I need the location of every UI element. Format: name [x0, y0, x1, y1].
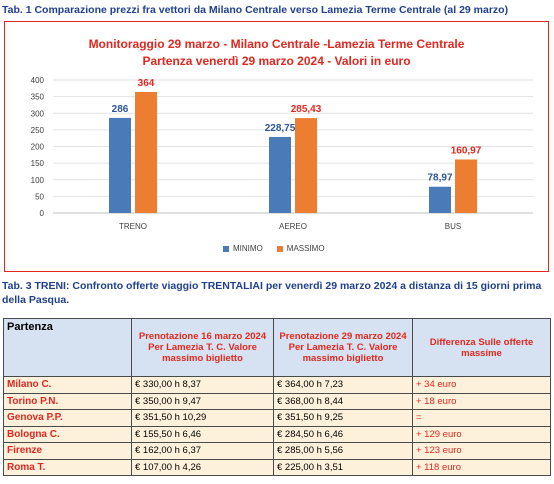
price-29-marzo-cell: € 364,00 h 7,23	[273, 376, 413, 394]
header-partenza: Partenza	[3, 318, 132, 377]
difference-cell: + 18 euro	[412, 392, 551, 410]
y-tick-label: 250	[31, 126, 45, 135]
difference-cell: + 129 euro	[412, 425, 551, 443]
chart-title-line-2: Partenza venerdì 29 marzo 2024 - Valori …	[142, 54, 411, 68]
chart-title-line-1: Monitoraggio 29 marzo - Milano Centrale …	[88, 37, 465, 51]
price-29-marzo-cell: € 368,00 h 8,44	[273, 392, 413, 410]
price-16-marzo-cell: € 155,50 h 6,46	[131, 425, 274, 443]
y-tick-label: 200	[31, 143, 45, 152]
header-prenotazione-16-marzo: Prenotazione 16 marzo 2024 Per Lamezia T…	[131, 318, 274, 377]
data-label: 78,97	[427, 173, 452, 184]
table-row: Bologna C. € 155,50 h 6,46 € 284,50 h 6,46…	[3, 425, 551, 443]
y-tick-label: 350	[31, 93, 45, 102]
bar-massimo	[135, 91, 157, 213]
price-16-marzo-cell: € 162,00 h 6,37	[131, 442, 274, 460]
price-16-marzo-cell: € 351,50 h 10,29	[131, 409, 274, 427]
x-tick-label: AEREO	[279, 222, 307, 231]
data-label: 160,97	[451, 145, 482, 156]
table-row: Firenze € 162,00 h 6,37 € 285,00 h 5,56 + 1…	[3, 442, 551, 460]
table-row: Roma T. € 107,00 h 4,26 € 225,00 h 3,51 + 1…	[3, 458, 551, 476]
data-label: 364	[138, 78, 155, 89]
legend-swatch-minimo	[223, 245, 229, 252]
bar-minimo	[109, 117, 131, 213]
price-29-marzo-cell: € 285,00 h 5,56	[273, 442, 413, 460]
difference-cell: + 118 euro	[412, 458, 551, 476]
train-offers-table: Partenza Prenotazione 16 marzo 2024 Per …	[3, 318, 551, 476]
data-label: 228,75	[265, 123, 296, 134]
table-3-heading: Tab. 3 TRENI: Confronto offerte viaggio …	[2, 280, 542, 306]
legend-label-massimo: MASSIMO	[286, 244, 325, 253]
difference-cell: + 34 euro	[412, 376, 551, 394]
chart-plot: 0 50 100 150 200 250 300 350 400 286 364 TRENO 228,7…	[31, 76, 533, 231]
city-cell: Firenze	[3, 442, 132, 460]
city-cell: Torino P.N.	[3, 392, 132, 410]
bar-minimo	[269, 136, 291, 213]
bar-massimo	[455, 159, 477, 213]
table-row: Milano C. € 330,00 h 8,37 € 364,00 h 7,23 +…	[3, 376, 551, 394]
city-cell: Milano C.	[3, 376, 132, 394]
data-label: 286	[112, 104, 129, 115]
city-cell: Bologna C.	[3, 425, 132, 443]
y-tick-label: 150	[31, 159, 45, 168]
price-29-marzo-cell: € 225,00 h 3,51	[273, 458, 413, 476]
table-1-heading: Tab. 1 Comparazione prezzi fra vettori d…	[2, 4, 509, 16]
city-cell: Genova P.P.	[3, 409, 132, 427]
price-16-marzo-cell: € 330,00 h 8,37	[131, 376, 274, 394]
difference-cell: =	[412, 409, 551, 427]
table-row: Genova P.P. € 351,50 h 10,29 € 351,50 h 9,…	[3, 409, 551, 427]
legend-item-minimo: MINIMO	[223, 244, 263, 253]
x-tick-label: TRENO	[119, 222, 147, 231]
y-tick-label: 0	[40, 209, 45, 218]
header-differenza: Differenza Sulle offerte massime	[412, 318, 551, 377]
y-tick-label: 400	[31, 76, 45, 85]
city-cell: Roma T.	[3, 458, 132, 476]
legend-swatch-massimo	[276, 245, 283, 252]
chart-legend: MINIMO MASSIMO	[223, 244, 325, 253]
price-16-marzo-cell: € 107,00 h 4,26	[131, 458, 274, 476]
y-tick-label: 100	[31, 176, 45, 185]
difference-cell: + 123 euro	[412, 442, 551, 460]
x-tick-label: BUS	[445, 222, 461, 231]
price-comparison-chart: Monitoraggio 29 marzo - Milano Centrale …	[4, 21, 549, 272]
table-header-row: Partenza Prenotazione 16 marzo 2024 Per …	[3, 318, 551, 377]
header-prenotazione-29-marzo: Prenotazione 29 marzo 2024 Per Lamezia T…	[273, 318, 413, 377]
table-row: Torino P.N. € 350,00 h 9,47 € 368,00 h 8,4…	[3, 392, 551, 410]
data-label: 285,43	[291, 104, 322, 115]
bar-minimo	[429, 186, 451, 213]
legend-item-massimo: MASSIMO	[276, 244, 325, 253]
y-tick-label: 50	[35, 192, 44, 201]
legend-label-minimo: MINIMO	[233, 244, 263, 253]
price-29-marzo-cell: € 284,50 h 6,46	[273, 425, 413, 443]
price-16-marzo-cell: € 350,00 h 9,47	[131, 392, 274, 410]
y-tick-label: 300	[31, 109, 45, 118]
price-29-marzo-cell: € 351,50 h 9,25	[273, 409, 413, 427]
bar-massimo	[295, 118, 317, 213]
